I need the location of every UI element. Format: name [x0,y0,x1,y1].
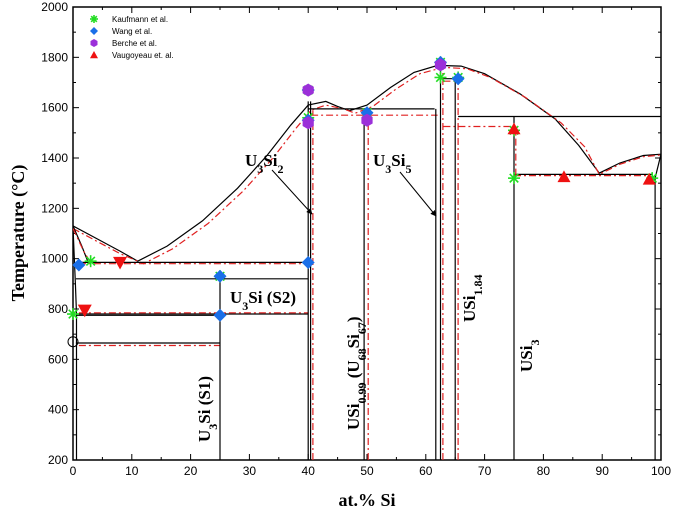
arrow-u3si2 [271,169,313,215]
x-tick-label: 10 [125,464,139,478]
marker-triangle [90,51,98,59]
label-usi184: USi1.84 [460,275,485,322]
marker-asterisk [90,15,98,23]
label-usi099: USi0.99 (U68Si67) [344,316,369,430]
data-markers [67,55,659,348]
y-tick-label: 1200 [41,201,68,215]
x-tick-label: 90 [596,464,610,478]
label-u3si-s1: U3Si (S1) [195,376,220,442]
label-usi3: USi3 [517,340,542,372]
marker-diamond [213,308,227,322]
marker-diamond [90,27,98,35]
x-tick-label: 60 [419,464,433,478]
marker-triangle [642,172,656,185]
annotation-arrows [271,169,437,217]
x-tick-label: 70 [478,464,492,478]
marker-diamond [301,255,315,269]
marker-diamond [451,72,465,86]
marker-hexagon [361,113,373,127]
marker-open-circle [67,336,79,348]
x-axis-title: at.% Si [338,490,395,510]
arrow-u3si5 [399,171,437,217]
x-tick-label: 50 [360,464,374,478]
legend-entry-label: Berche et al. [112,39,157,48]
marker-asterisk [84,255,97,268]
y-tick-label: 1400 [41,151,68,165]
legend: Kaufmann et al. Wang et al. Berche et al. V… [90,15,174,60]
y-tick-label: 200 [48,453,68,467]
marker-triangle [557,170,571,183]
y-tick-label: 800 [48,302,68,316]
y-tick-label: 2000 [41,0,68,14]
y-axis-title: Temperature (°C) [8,165,29,302]
marker-hexagon [434,58,447,72]
phase-boundary-line-calc [73,66,661,265]
marker-hexagon [302,83,314,97]
label-u3si2: U3Si2 [245,151,283,176]
legend-entry-label: Kaufmann et al. [112,15,168,24]
marker-diamond [72,258,86,272]
marker-asterisk [508,172,520,185]
x-tick-label: 30 [243,464,257,478]
phase-boundaries [73,64,661,460]
x-tick-label: 20 [184,464,198,478]
y-tick-label: 1600 [41,101,68,115]
phase-boundary-line [73,64,661,262]
marker-asterisk [434,71,447,84]
marker-hexagon [302,116,314,130]
y-tick-label: 600 [48,352,68,366]
y-tick-label: 1000 [41,252,68,266]
x-tick-label: 40 [302,464,316,478]
marker-diamond [213,269,227,283]
marker-asterisk [67,308,79,321]
marker-triangle-down [77,304,92,318]
y-tick-label: 400 [48,403,68,417]
marker-triangle-down [113,256,128,270]
x-tick-label: 100 [651,464,671,478]
label-u3si5: U3Si5 [373,151,411,176]
x-tick-label: 0 [70,464,77,478]
legend-entry-label: Wang et al. [112,27,152,36]
legend-entry-label: Vaugoyeau et. al. [112,51,174,60]
x-tick-label: 80 [537,464,551,478]
y-tick-label: 1800 [41,50,68,64]
marker-hexagon [90,39,98,47]
marker-triangle [507,122,521,135]
label-u3si-s2: U3Si (S2) [230,288,296,313]
